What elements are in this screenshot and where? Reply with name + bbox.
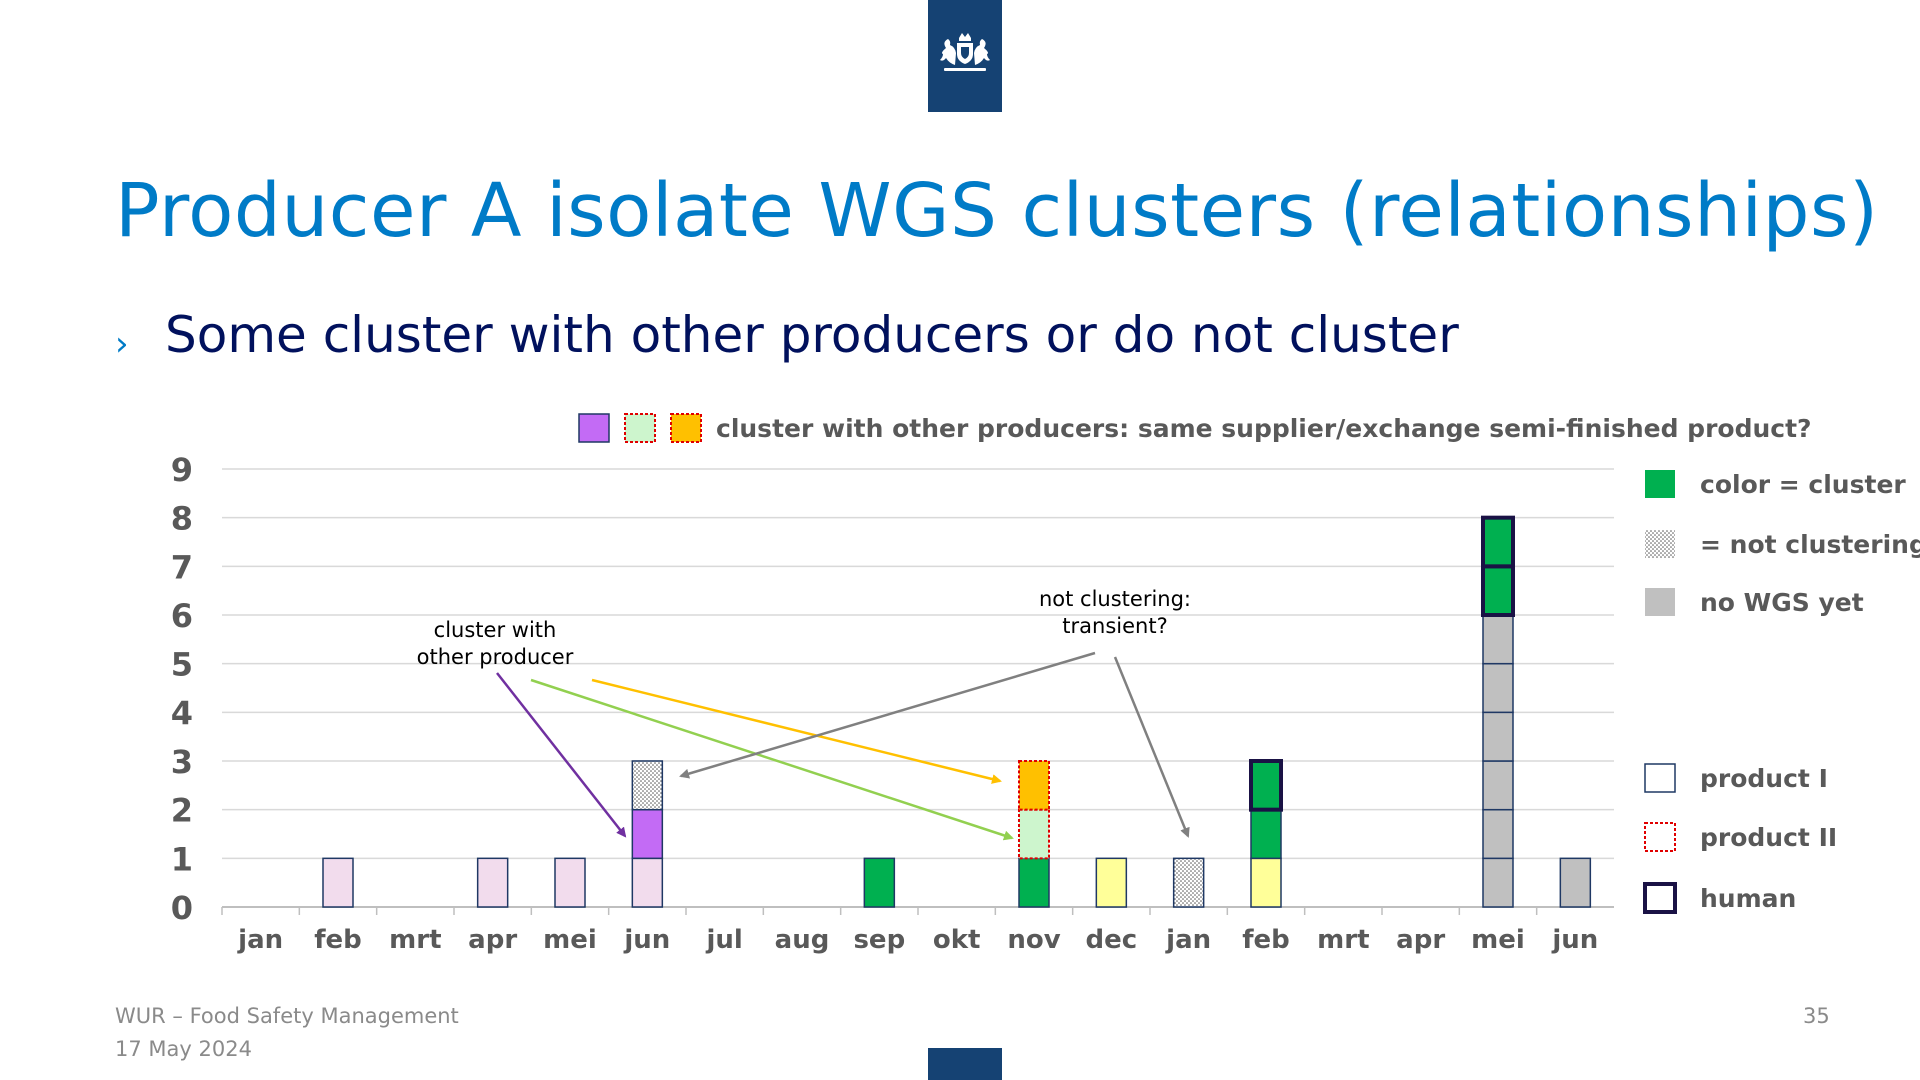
legend-swatch — [1644, 822, 1676, 852]
royal-coat-of-arms-icon — [940, 33, 990, 71]
legend-swatch — [1643, 882, 1677, 914]
bar-segment — [631, 857, 664, 908]
legend-label: color = cluster — [1700, 470, 1906, 499]
bar-segment — [1481, 564, 1515, 617]
x-tick-label: sep — [853, 925, 905, 955]
x-tick-label: mrt — [389, 925, 441, 955]
legend-label: human — [1700, 884, 1796, 913]
annotation-arrow — [530, 678, 1014, 841]
x-tick-label: jul — [705, 925, 742, 955]
legend-swatch — [1645, 530, 1675, 558]
bullet-marker: › — [115, 324, 129, 364]
footer-organization: WUR – Food Safety Management — [115, 1004, 459, 1028]
x-tick-label: mrt — [1317, 925, 1369, 955]
y-tick-label: 9 — [171, 451, 193, 489]
x-tick-label: mei — [1471, 925, 1525, 955]
bar-segment — [863, 857, 896, 908]
bar-segment — [1482, 711, 1514, 762]
bar-segment — [631, 760, 664, 811]
bar-segment — [1482, 808, 1514, 860]
legend-label: product II — [1700, 823, 1837, 852]
legend-label: product I — [1700, 764, 1828, 793]
page-number: 35 — [1803, 1004, 1830, 1028]
legend-swatch — [1644, 763, 1676, 793]
x-tick-label: feb — [314, 925, 362, 955]
bar-segment — [1095, 857, 1128, 908]
annotation-text: cluster with — [434, 618, 557, 642]
x-tick-label: apr — [468, 925, 517, 955]
bar-segment — [1482, 662, 1514, 714]
annotation-arrow — [1113, 656, 1190, 838]
x-tick-label: dec — [1085, 925, 1137, 955]
footer-date: 17 May 2024 — [115, 1037, 252, 1061]
annotation-arrow — [591, 678, 1002, 784]
legend-swatch — [1645, 470, 1675, 498]
x-tick-label: jun — [623, 925, 670, 955]
x-tick-label: aug — [775, 925, 830, 955]
bar-segment — [631, 808, 664, 860]
y-tick-label: 0 — [171, 889, 193, 927]
x-tick-label: feb — [1242, 925, 1290, 955]
bar-segment — [1018, 857, 1050, 908]
x-tick-label: nov — [1007, 925, 1060, 955]
x-tick-label: jun — [1551, 925, 1598, 955]
bar-segment — [322, 857, 354, 908]
y-tick-label: 7 — [171, 548, 193, 586]
annotation-text: other producer — [417, 645, 574, 669]
bar-segment — [1018, 808, 1050, 860]
legend-label: no WGS yet — [1700, 588, 1864, 617]
x-tick-label: okt — [933, 925, 981, 955]
logo-footer-bar — [928, 1048, 1002, 1080]
top-legend-swatch — [624, 413, 656, 443]
top-legend-swatch — [670, 413, 702, 443]
y-tick-label: 4 — [171, 694, 193, 732]
y-tick-label: 6 — [171, 597, 193, 635]
annotation-arrow — [496, 672, 627, 838]
bar-segment — [1250, 857, 1282, 908]
x-tick-label: mei — [543, 925, 597, 955]
bar-segment — [1481, 515, 1515, 569]
y-tick-label: 2 — [171, 792, 193, 830]
y-tick-label: 1 — [171, 840, 193, 878]
bar-segment — [1482, 760, 1514, 811]
slide-title: Producer A isolate WGS clusters (relatio… — [115, 168, 1879, 254]
y-tick-label: 5 — [171, 646, 193, 684]
legend-label: = not clustering — [1700, 530, 1920, 559]
annotation-text: transient? — [1062, 614, 1167, 638]
bar-segment — [1172, 857, 1205, 908]
annotation-arrow — [679, 651, 1096, 779]
top-legend-label: cluster with other producers: same suppl… — [716, 414, 1812, 443]
bar-segment — [1018, 760, 1050, 811]
top-legend-swatch — [578, 413, 610, 443]
x-tick-label: apr — [1396, 925, 1445, 955]
x-tick-label: jan — [237, 925, 283, 955]
bullet-text: Some cluster with other producers or do … — [165, 306, 1459, 364]
bar-segment — [1559, 857, 1592, 908]
bar-segment — [476, 857, 509, 908]
y-tick-label: 8 — [171, 500, 193, 538]
logo-banner — [928, 0, 1002, 112]
bar-segment — [1250, 808, 1282, 860]
bar-segment — [1482, 614, 1514, 665]
x-tick-label: jan — [1165, 925, 1211, 955]
bar-segment — [1482, 857, 1514, 908]
bar-segment — [1249, 759, 1283, 812]
legend-swatch — [1645, 588, 1675, 616]
annotation-text: not clustering: — [1039, 587, 1191, 611]
bar-segment — [554, 857, 586, 908]
y-tick-label: 3 — [171, 743, 193, 781]
